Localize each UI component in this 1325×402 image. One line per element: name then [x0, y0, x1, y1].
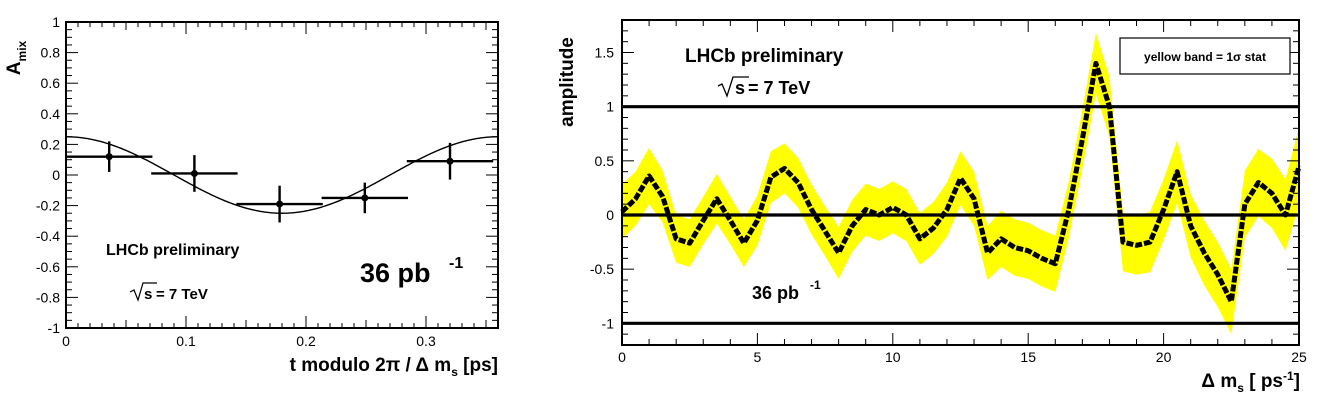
- left-plot-frame: [66, 22, 498, 328]
- left-xtick-label: 0.3: [416, 333, 436, 349]
- right-xlabel: Δ ms [ ps-1]: [1201, 369, 1300, 395]
- left-data-point: [407, 143, 493, 180]
- right-ylabel: amplitude: [557, 37, 578, 127]
- right-xtick-label: 25: [1291, 349, 1307, 365]
- left-point-marker: [447, 158, 454, 165]
- right-legend-text: yellow band = 1σ stat: [1144, 50, 1266, 64]
- left-data-points: [66, 141, 493, 222]
- left-energy-rest: = 7 TeV: [156, 286, 208, 303]
- right-ytick-label: 1: [606, 99, 614, 115]
- right-xtick-label: 0: [618, 349, 626, 365]
- left-data-point: [236, 186, 322, 223]
- left-ytick-label: 0.4: [41, 106, 61, 122]
- right-xtick-label: 15: [1020, 349, 1036, 365]
- right-panel: -1 -0.5 0 0.5 1 1.5 0 5 10 15 20 25 amplitude Δ ms …: [557, 20, 1307, 395]
- left-point-marker: [361, 194, 368, 201]
- left-data-point: [151, 155, 237, 192]
- left-ytick-label: -0.6: [36, 259, 60, 275]
- right-ytick-label: 0: [606, 207, 614, 223]
- left-ytick-label: -0.4: [36, 228, 60, 244]
- left-ytick-label: 1: [52, 14, 60, 30]
- left-xtick-label: 0: [62, 333, 70, 349]
- right-xtick-label: 20: [1156, 349, 1172, 365]
- right-energy-sqrt-arg: s: [735, 78, 745, 98]
- right-ytick-label: 1.5: [595, 45, 615, 61]
- left-point-marker: [106, 153, 113, 160]
- left-ytick-label: -1: [48, 320, 61, 336]
- left-ytick-label: -0.8: [36, 289, 60, 305]
- right-xtick-label: 5: [754, 349, 762, 365]
- left-panel: -1 -0.8 -0.6 -0.4 -0.2 0 0.2 0.4 0.6 0.8 1 0 0.1 0.2 0…: [4, 14, 498, 379]
- left-point-marker: [276, 201, 283, 208]
- right-lumi-sup: -1: [810, 278, 821, 292]
- left-lumi-main: 36 pb: [360, 258, 431, 288]
- right-lhcb-label: LHCb preliminary: [685, 46, 844, 67]
- left-lhcb-label: LHCb preliminary: [106, 242, 239, 259]
- left-xtick-label: 0.1: [176, 333, 196, 349]
- right-xtick-label: 10: [885, 349, 901, 365]
- left-lumi-label: 36 pb -1: [360, 255, 463, 288]
- left-energy-sqrt-arg: s: [144, 286, 152, 303]
- left-point-marker: [191, 170, 198, 177]
- left-ytick-label: 0.6: [41, 75, 61, 91]
- right-lumi-main: 36 pb: [752, 283, 799, 303]
- right-ytick-label: 0.5: [595, 153, 615, 169]
- right-reference-lines: [622, 107, 1299, 324]
- left-energy-label: s = 7 TeV: [130, 283, 208, 303]
- right-energy-label: s = 7 TeV: [718, 77, 810, 98]
- figure: -1-0.8-0.6-0.4-0.200.20.40.60.810 0.1 0.2 0…: [0, 0, 1325, 402]
- right-energy-rest: = 7 TeV: [748, 78, 810, 98]
- left-data-point: [66, 141, 152, 172]
- left-xlabel: t modulo 2π / Δ ms [ps]: [290, 355, 498, 379]
- left-ylabel: Amix: [4, 40, 29, 75]
- left-xtick-label: 0.2: [296, 333, 316, 349]
- left-ytick-label: -0.2: [36, 198, 60, 214]
- right-ytick-label: -0.5: [590, 261, 614, 277]
- left-ytick-label: 0: [52, 167, 60, 183]
- right-lumi-label: 36 pb -1: [752, 278, 821, 303]
- left-ytick-label: 0.8: [41, 45, 61, 61]
- left-data-point: [322, 183, 408, 214]
- left-axis-ticks: -1 -0.8 -0.6 -0.4 -0.2 0 0.2 0.4 0.6 0.8 1 0 0.1 0.2 0…: [36, 14, 498, 349]
- left-lumi-sup: -1: [449, 255, 463, 272]
- left-ytick-label: 0.2: [41, 136, 61, 152]
- right-ytick-label: -1: [602, 315, 615, 331]
